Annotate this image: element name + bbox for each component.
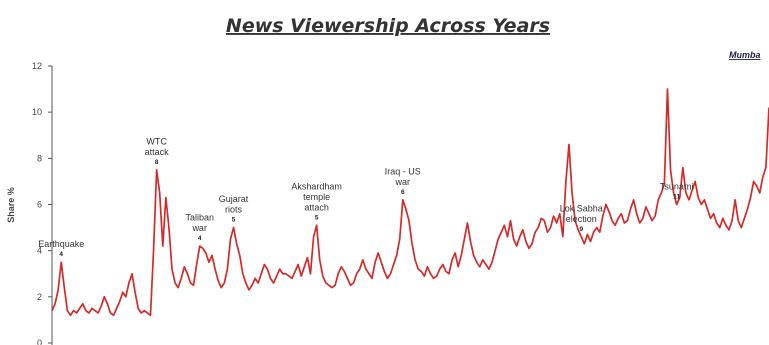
annotation-label: Tsunami: [660, 182, 694, 192]
annotation-value: 4: [198, 235, 202, 242]
corner-annotation-label: Mumba: [729, 50, 761, 60]
annotation-value: 5: [232, 217, 236, 224]
y-axis-label: Share %: [6, 187, 16, 223]
annotation-value: 5: [315, 214, 319, 221]
annotation: 1: [763, 0, 767, 2]
y-ticks: 0 2 4 6 8 10 12: [32, 61, 52, 345]
annotation-value: 6: [401, 189, 405, 196]
y-tick-label: 6: [37, 200, 42, 210]
annotation: 6 Iraq - US war: [385, 166, 421, 196]
annotation: 9 Lok Sabha election: [560, 203, 603, 233]
annotation-value: 1: [763, 0, 767, 2]
annotation-label: Earthquake: [38, 239, 84, 249]
annotation-value: 11: [673, 194, 680, 201]
annotation-value: 9: [579, 226, 583, 233]
annotation: 5 Akshardham temple attach: [291, 181, 342, 221]
annotation: 8 WTC attack: [145, 136, 170, 166]
annotation-label: Taliban war: [185, 213, 214, 234]
y-tick-label: 2: [37, 292, 42, 302]
annotation-label: Gujarat riots: [219, 194, 249, 215]
annotation-value: 4: [59, 251, 63, 258]
y-tick-label: 0: [37, 338, 42, 345]
y-tick-label: 10: [32, 107, 42, 117]
annotation-label: Iraq - US war: [385, 166, 421, 187]
annotation-label: Lok Sabha election: [560, 203, 603, 224]
y-tick-label: 8: [37, 153, 42, 163]
annotation-value: 8: [155, 159, 159, 166]
chart-title: News Viewership Across Years: [226, 15, 550, 37]
y-tick-label: 4: [37, 246, 42, 256]
annotation: 5 Gujarat riots: [219, 194, 249, 224]
annotation-label: WTC attack: [145, 136, 170, 157]
series-line: [51, 88, 769, 317]
y-tick-label: 12: [32, 61, 42, 71]
annotation: 11 Tsunami: [660, 182, 694, 201]
annotation-label: Akshardham temple attach: [291, 181, 342, 212]
